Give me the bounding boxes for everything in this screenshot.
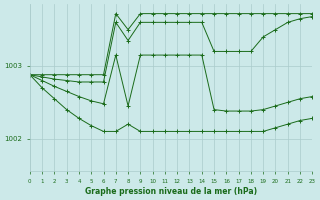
X-axis label: Graphe pression niveau de la mer (hPa): Graphe pression niveau de la mer (hPa) — [85, 187, 257, 196]
